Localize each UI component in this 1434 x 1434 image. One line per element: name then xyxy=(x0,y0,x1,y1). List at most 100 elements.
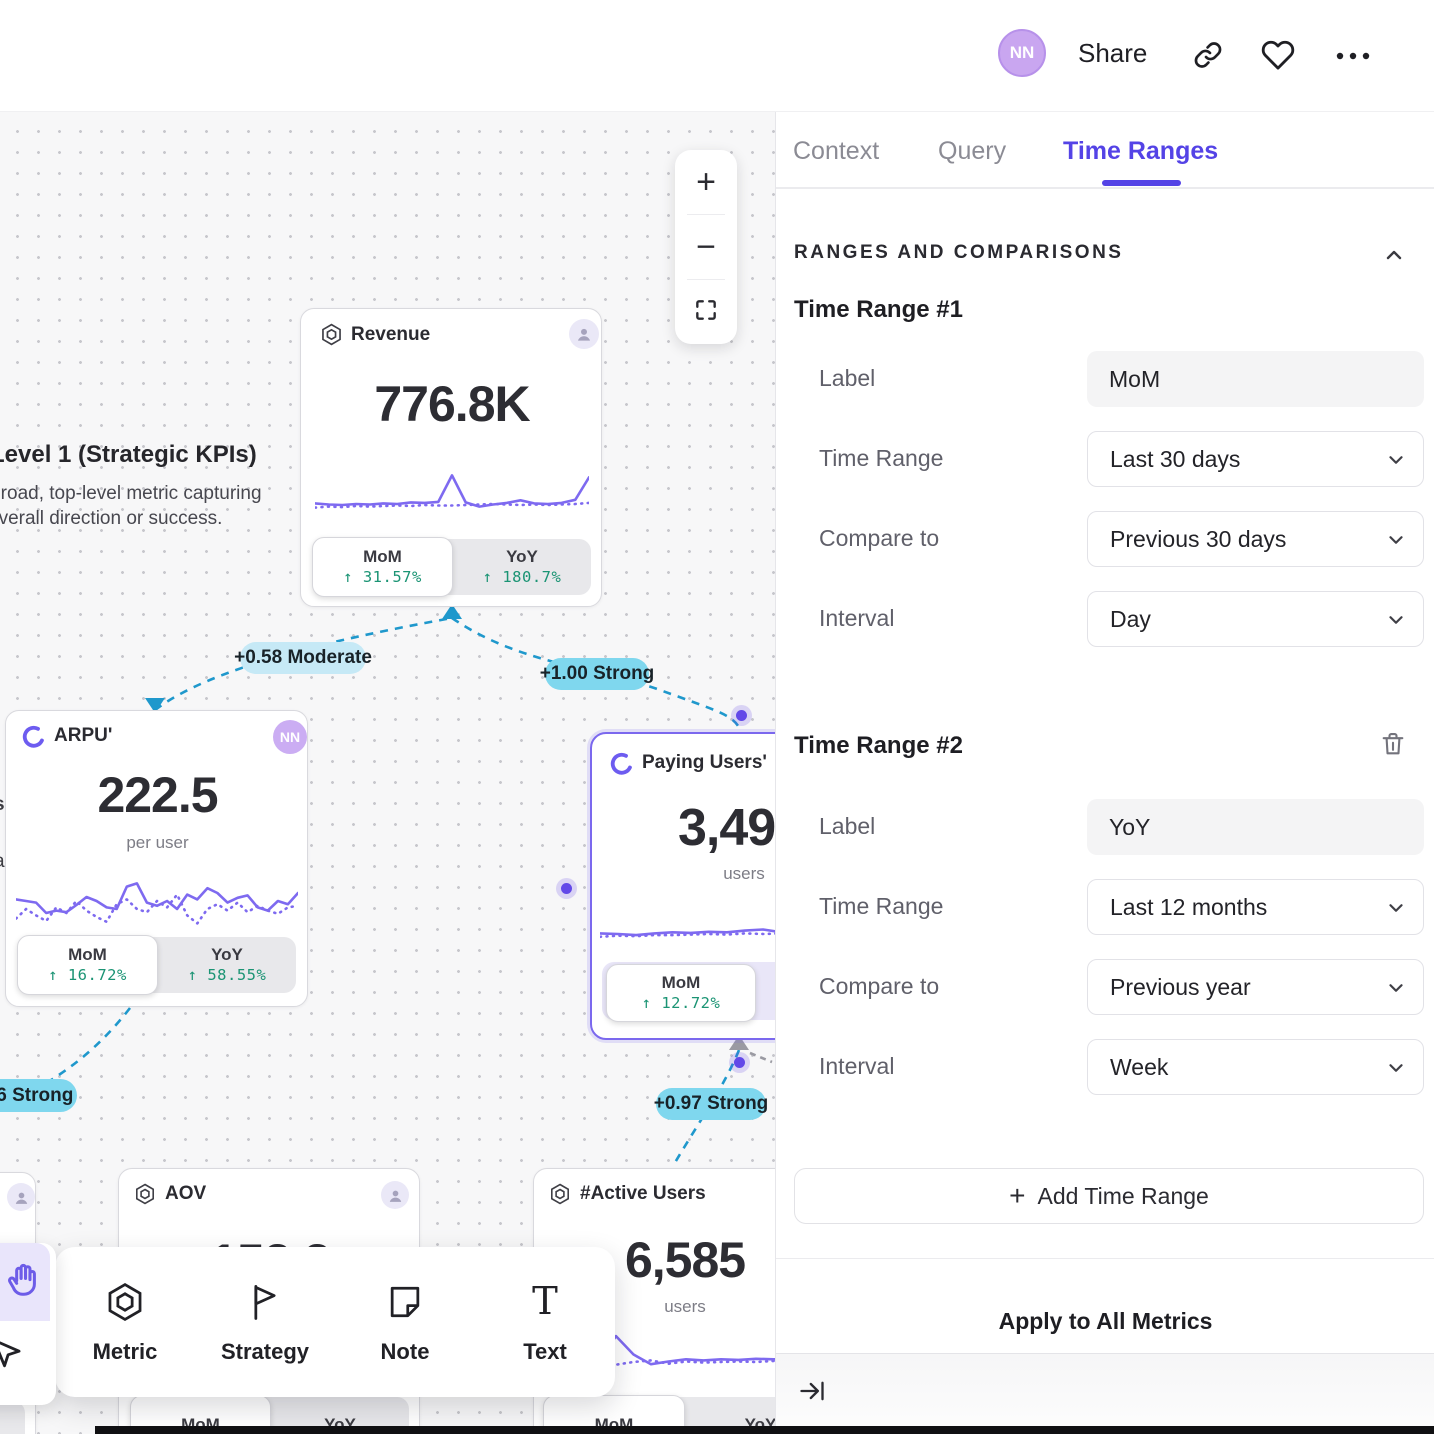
metric-settings-panel: Context Query Time Ranges RANGES AND COM… xyxy=(775,112,1434,1434)
label-input[interactable]: MoM xyxy=(1087,351,1424,407)
chip-delta: ↑ 180.7% xyxy=(482,568,562,586)
chip-delta: ↑ 58.55% xyxy=(187,966,267,984)
edge-arpu-down-left xyxy=(47,1007,132,1084)
comparison-chip-yoy[interactable]: YoY ↑ 180.7% xyxy=(453,539,591,595)
metric-unit: per user xyxy=(126,833,189,852)
metric-card-arpu[interactable]: ARPU' NN 222.5 per user MoM ↑ 16.72% YoY… xyxy=(5,710,308,1007)
apply-to-all-metrics-button[interactable]: Apply to All Metrics xyxy=(998,1308,1213,1334)
tab-context[interactable]: Context xyxy=(793,137,880,165)
time-range-select[interactable]: Last 12 months xyxy=(1087,879,1424,935)
fit-view-button[interactable] xyxy=(675,280,737,344)
chevron-up-icon[interactable] xyxy=(1382,243,1406,272)
tool-label: Strategy xyxy=(220,1338,310,1364)
correlation-badge[interactable]: 66 Strong xyxy=(0,1079,77,1112)
fullscreen-icon xyxy=(693,293,719,332)
group-description-line2: overall direction or success. xyxy=(0,508,223,529)
tab-query[interactable]: Query xyxy=(938,137,1007,165)
metric-card-revenue[interactable]: Revenue 776.8K MoM ↑ 31.57% YoY ↑ 180.7% xyxy=(300,308,602,607)
comparison-chip-mom[interactable]: MoM ↑ 31.57% xyxy=(312,537,453,597)
field-label: Compare to xyxy=(819,973,940,999)
chevron-down-icon xyxy=(1385,529,1407,557)
zoom-out-button[interactable]: − xyxy=(675,215,737,279)
connection-handle[interactable] xyxy=(734,1057,745,1068)
field-label: Compare to xyxy=(819,525,940,551)
time-range-select[interactable]: Last 30 days xyxy=(1087,431,1424,487)
tool-note[interactable]: Note xyxy=(335,1247,475,1397)
label-input[interactable]: YoY xyxy=(1087,799,1424,855)
chip-label: MoM xyxy=(363,547,402,566)
chevron-down-icon xyxy=(1385,1057,1407,1085)
hand-tool-selected[interactable] xyxy=(0,1243,50,1321)
tab-time-ranges[interactable]: Time Ranges xyxy=(1063,137,1219,165)
tool-strategy[interactable]: Strategy xyxy=(195,1247,335,1397)
arrowhead-into-arpu xyxy=(145,698,165,713)
trash-icon[interactable] xyxy=(1379,729,1407,764)
comparison-chip-mom[interactable]: MoM ↑ 12.72% xyxy=(606,964,756,1022)
more-options-icon[interactable] xyxy=(1334,48,1372,69)
share-button[interactable]: Share xyxy=(1078,38,1148,68)
select-value: Previous year xyxy=(1110,973,1251,1000)
compare-to-select[interactable]: Previous 30 days xyxy=(1087,511,1424,567)
interval-select[interactable]: Day xyxy=(1087,591,1424,647)
comparison-chip-track: MoM ↑ 16.72% YoY ↑ 58.55% xyxy=(17,935,296,995)
loading-spinner-icon xyxy=(608,750,635,782)
loading-spinner-icon xyxy=(20,723,47,755)
tool-label: Note xyxy=(380,1338,430,1364)
card-title: AOV xyxy=(165,1183,207,1204)
chip-label: MoM xyxy=(68,945,107,964)
divider xyxy=(776,1258,1434,1259)
clipped-text-fragment: a xyxy=(0,851,5,873)
section-header-ranges[interactable]: RANGES AND COMPARISONS xyxy=(794,242,1124,263)
select-value: Last 12 months xyxy=(1110,893,1268,920)
connection-handle[interactable] xyxy=(561,883,572,894)
comparison-chip-mom[interactable]: MoM ↑ 16.72% xyxy=(17,935,158,995)
metric-value: 3,49 xyxy=(678,799,775,857)
correlation-badge[interactable]: +0.58 Moderate xyxy=(234,642,372,674)
minus-icon: − xyxy=(696,227,716,266)
correlation-badge[interactable]: +0.97 Strong xyxy=(654,1088,768,1120)
metric-value: 776.8K xyxy=(374,376,530,432)
active-tab-underline xyxy=(1102,180,1181,186)
chip-delta: ↑ 31.57% xyxy=(343,568,422,586)
metric-card-paying-users[interactable]: Paying Users' 3,49 users MoM ↑ 12.72% xyxy=(590,732,775,1040)
favorite-heart-icon[interactable] xyxy=(1261,38,1295,77)
note-icon xyxy=(383,1280,427,1329)
time-range-1-title: Time Range #1 xyxy=(794,296,963,323)
pointer-tool-strip xyxy=(0,1243,56,1405)
metric-tree-canvas[interactable]: Level 1 (Strategic KPIs) Broad, top-leve… xyxy=(0,112,775,1434)
collapse-panel-icon[interactable] xyxy=(798,1377,826,1410)
sparkline-chart xyxy=(16,882,298,925)
comparison-chip-yoy[interactable]: YoY ↑ 58.55% xyxy=(158,937,296,993)
select-tool[interactable] xyxy=(0,1335,24,1376)
group-description-line1: Broad, top-level metric capturing xyxy=(0,483,262,504)
tool-metric[interactable]: Metric xyxy=(55,1247,195,1397)
metric-value: 222.5 xyxy=(97,767,218,823)
tool-label: Metric xyxy=(92,1338,158,1364)
field-label: Time Range xyxy=(819,445,944,471)
field-label: Interval xyxy=(819,605,895,631)
arrowhead-into-revenue xyxy=(442,604,462,619)
user-avatar[interactable]: NN xyxy=(998,29,1046,77)
connection-handle[interactable] xyxy=(736,710,747,721)
compare-to-select[interactable]: Previous year xyxy=(1087,959,1424,1015)
owner-avatar-icon xyxy=(381,1181,409,1209)
correlation-badge[interactable]: +1.00 Strong xyxy=(540,658,654,690)
chevron-down-icon xyxy=(1385,977,1407,1005)
input-value: YoY xyxy=(1109,813,1151,840)
text-tool-icon: T xyxy=(523,1278,567,1329)
interval-select[interactable]: Week xyxy=(1087,1039,1424,1095)
copy-link-icon[interactable] xyxy=(1192,39,1224,76)
plus-icon: + xyxy=(1009,1180,1026,1211)
divider xyxy=(687,214,725,215)
group-title: Level 1 (Strategic KPIs) xyxy=(0,441,257,468)
metric-unit: users xyxy=(664,1297,706,1316)
zoom-in-button[interactable]: + xyxy=(675,150,737,214)
chip-delta: ↑ 16.72% xyxy=(48,966,127,984)
top-bar: NN Share xyxy=(0,0,1434,112)
tool-text[interactable]: T Text xyxy=(475,1247,615,1397)
edge-stub-gray xyxy=(749,1051,773,1064)
add-time-range-button[interactable]: + Add Time Range xyxy=(794,1168,1424,1224)
chevron-down-icon xyxy=(1385,609,1407,637)
input-value: MoM xyxy=(1109,365,1161,392)
sparkline-chart xyxy=(315,474,589,509)
